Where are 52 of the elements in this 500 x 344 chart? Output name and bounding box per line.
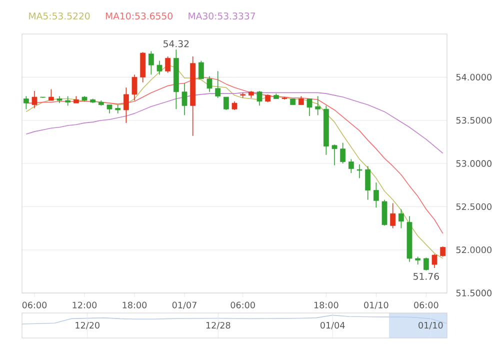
x-tick-label: 12/20 xyxy=(76,322,100,330)
candlestick xyxy=(332,144,338,166)
x-tick-label: 06:00 xyxy=(230,302,255,308)
candlestick xyxy=(423,257,429,271)
annotation: 54.32 xyxy=(164,40,189,48)
x-tick-label: 01/04 xyxy=(320,322,345,330)
candlestick xyxy=(315,96,321,116)
x-tick-label: 01/10 xyxy=(364,302,388,310)
y-tick-label: 52.0000 xyxy=(456,246,492,254)
x-tick-label: 18:00 xyxy=(314,302,338,308)
candlestick xyxy=(356,164,362,179)
candlestick xyxy=(432,254,438,268)
y-tick-label: 53.5000 xyxy=(456,117,492,124)
text: MA10:53.6550 xyxy=(106,12,172,20)
candlestick xyxy=(256,90,262,106)
candlestick xyxy=(365,166,371,200)
annotation: 51.76 xyxy=(414,272,439,280)
y-tick-label: 51.5000 xyxy=(456,290,492,296)
candlestick xyxy=(340,142,346,164)
candlestick xyxy=(440,246,446,258)
candlestick xyxy=(123,87,129,124)
candlestick xyxy=(390,202,396,229)
candlestick xyxy=(156,60,162,75)
text: MA5:53.5220 xyxy=(29,12,90,20)
candlestick xyxy=(165,56,171,74)
y-tick-label: 54.0000 xyxy=(456,74,492,80)
x-tick-label: 01/10 xyxy=(418,322,443,330)
candlestick xyxy=(23,96,29,110)
candlestick xyxy=(48,88,54,101)
candlestick xyxy=(206,76,212,92)
candlestick xyxy=(348,158,354,174)
x-tick-label: 12/28 xyxy=(206,322,230,330)
candlestick xyxy=(373,182,379,208)
x-tick-label: 18:00 xyxy=(122,302,147,308)
candlestick xyxy=(398,208,404,229)
candlestick xyxy=(182,82,188,116)
candlestick xyxy=(215,70,221,98)
x-tick-label: 12:00 xyxy=(72,302,97,308)
candlestick xyxy=(65,96,71,106)
x-tick-label: 06:00 xyxy=(22,302,47,308)
x-tick-label: 01/07 xyxy=(172,302,196,310)
y-tick-label: 52.5000 xyxy=(456,203,492,210)
text: MA30:53.3337 xyxy=(188,12,256,20)
candlestick xyxy=(198,60,204,80)
candlestick xyxy=(32,90,38,109)
candlestick xyxy=(306,98,312,116)
candlestick xyxy=(132,74,138,101)
candlestick xyxy=(148,50,154,75)
x-tick-label: 06:00 xyxy=(414,302,438,308)
candlestick xyxy=(223,96,229,110)
candlestick xyxy=(382,199,388,226)
y-tick-label: 53.0000 xyxy=(456,160,492,167)
